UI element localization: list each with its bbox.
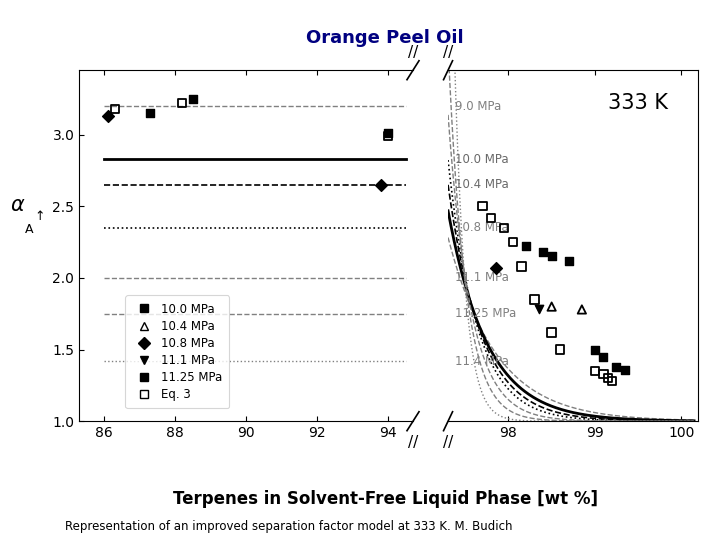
Text: 10.4 MPa: 10.4 MPa bbox=[455, 178, 509, 191]
Point bbox=[528, 295, 540, 303]
Text: ↑: ↑ bbox=[35, 210, 45, 222]
Text: //: // bbox=[443, 45, 453, 59]
Point bbox=[546, 328, 557, 337]
Legend: 10.0 MPa, 10.4 MPa, 10.8 MPa, 11.1 MPa, 11.25 MPa, Eq. 3: 10.0 MPa, 10.4 MPa, 10.8 MPa, 11.1 MPa, … bbox=[125, 295, 229, 408]
Text: A: A bbox=[24, 223, 33, 236]
Text: 9.0 MPa: 9.0 MPa bbox=[455, 99, 501, 112]
Point bbox=[546, 252, 557, 261]
Point bbox=[145, 109, 156, 118]
Text: $\alpha$: $\alpha$ bbox=[10, 195, 26, 215]
Point bbox=[606, 377, 618, 386]
Point bbox=[176, 99, 188, 107]
Text: 11.25 MPa: 11.25 MPa bbox=[455, 307, 516, 320]
Text: 10.8 MPa: 10.8 MPa bbox=[455, 221, 508, 234]
Point bbox=[598, 353, 609, 361]
Text: 333 K: 333 K bbox=[608, 93, 668, 113]
Text: Terpenes in Solvent-Free Liquid Phase [wt %]: Terpenes in Solvent-Free Liquid Phase [w… bbox=[173, 490, 598, 509]
Text: 11.4 MPa: 11.4 MPa bbox=[455, 355, 509, 368]
Point bbox=[602, 374, 613, 382]
Point bbox=[477, 202, 488, 211]
Text: Representation of an improved separation factor model at 333 K. M. Budich: Representation of an improved separation… bbox=[65, 520, 513, 533]
Point bbox=[187, 94, 199, 103]
Point bbox=[520, 242, 531, 251]
Point bbox=[611, 362, 622, 371]
Point bbox=[382, 129, 394, 138]
Point bbox=[533, 305, 544, 314]
Point bbox=[485, 213, 497, 222]
Point bbox=[507, 238, 518, 246]
Point bbox=[598, 369, 609, 378]
Point bbox=[563, 256, 575, 265]
Text: //: // bbox=[408, 435, 418, 450]
Point bbox=[490, 264, 501, 272]
Text: 10.0 MPa: 10.0 MPa bbox=[455, 152, 508, 166]
Text: Orange Peel Oil: Orange Peel Oil bbox=[307, 29, 464, 47]
Text: //: // bbox=[408, 45, 418, 59]
Text: //: // bbox=[443, 435, 453, 450]
Point bbox=[619, 365, 631, 374]
Point bbox=[537, 248, 549, 256]
Point bbox=[589, 367, 600, 375]
Point bbox=[102, 112, 113, 120]
Text: 11.1 MPa: 11.1 MPa bbox=[455, 272, 509, 285]
Point bbox=[375, 180, 387, 189]
Point bbox=[554, 345, 566, 354]
Point bbox=[109, 105, 120, 113]
Point bbox=[546, 302, 557, 311]
Point bbox=[498, 224, 510, 232]
Point bbox=[576, 305, 588, 314]
Point bbox=[516, 262, 527, 271]
Point bbox=[589, 345, 600, 354]
Point bbox=[382, 132, 394, 140]
